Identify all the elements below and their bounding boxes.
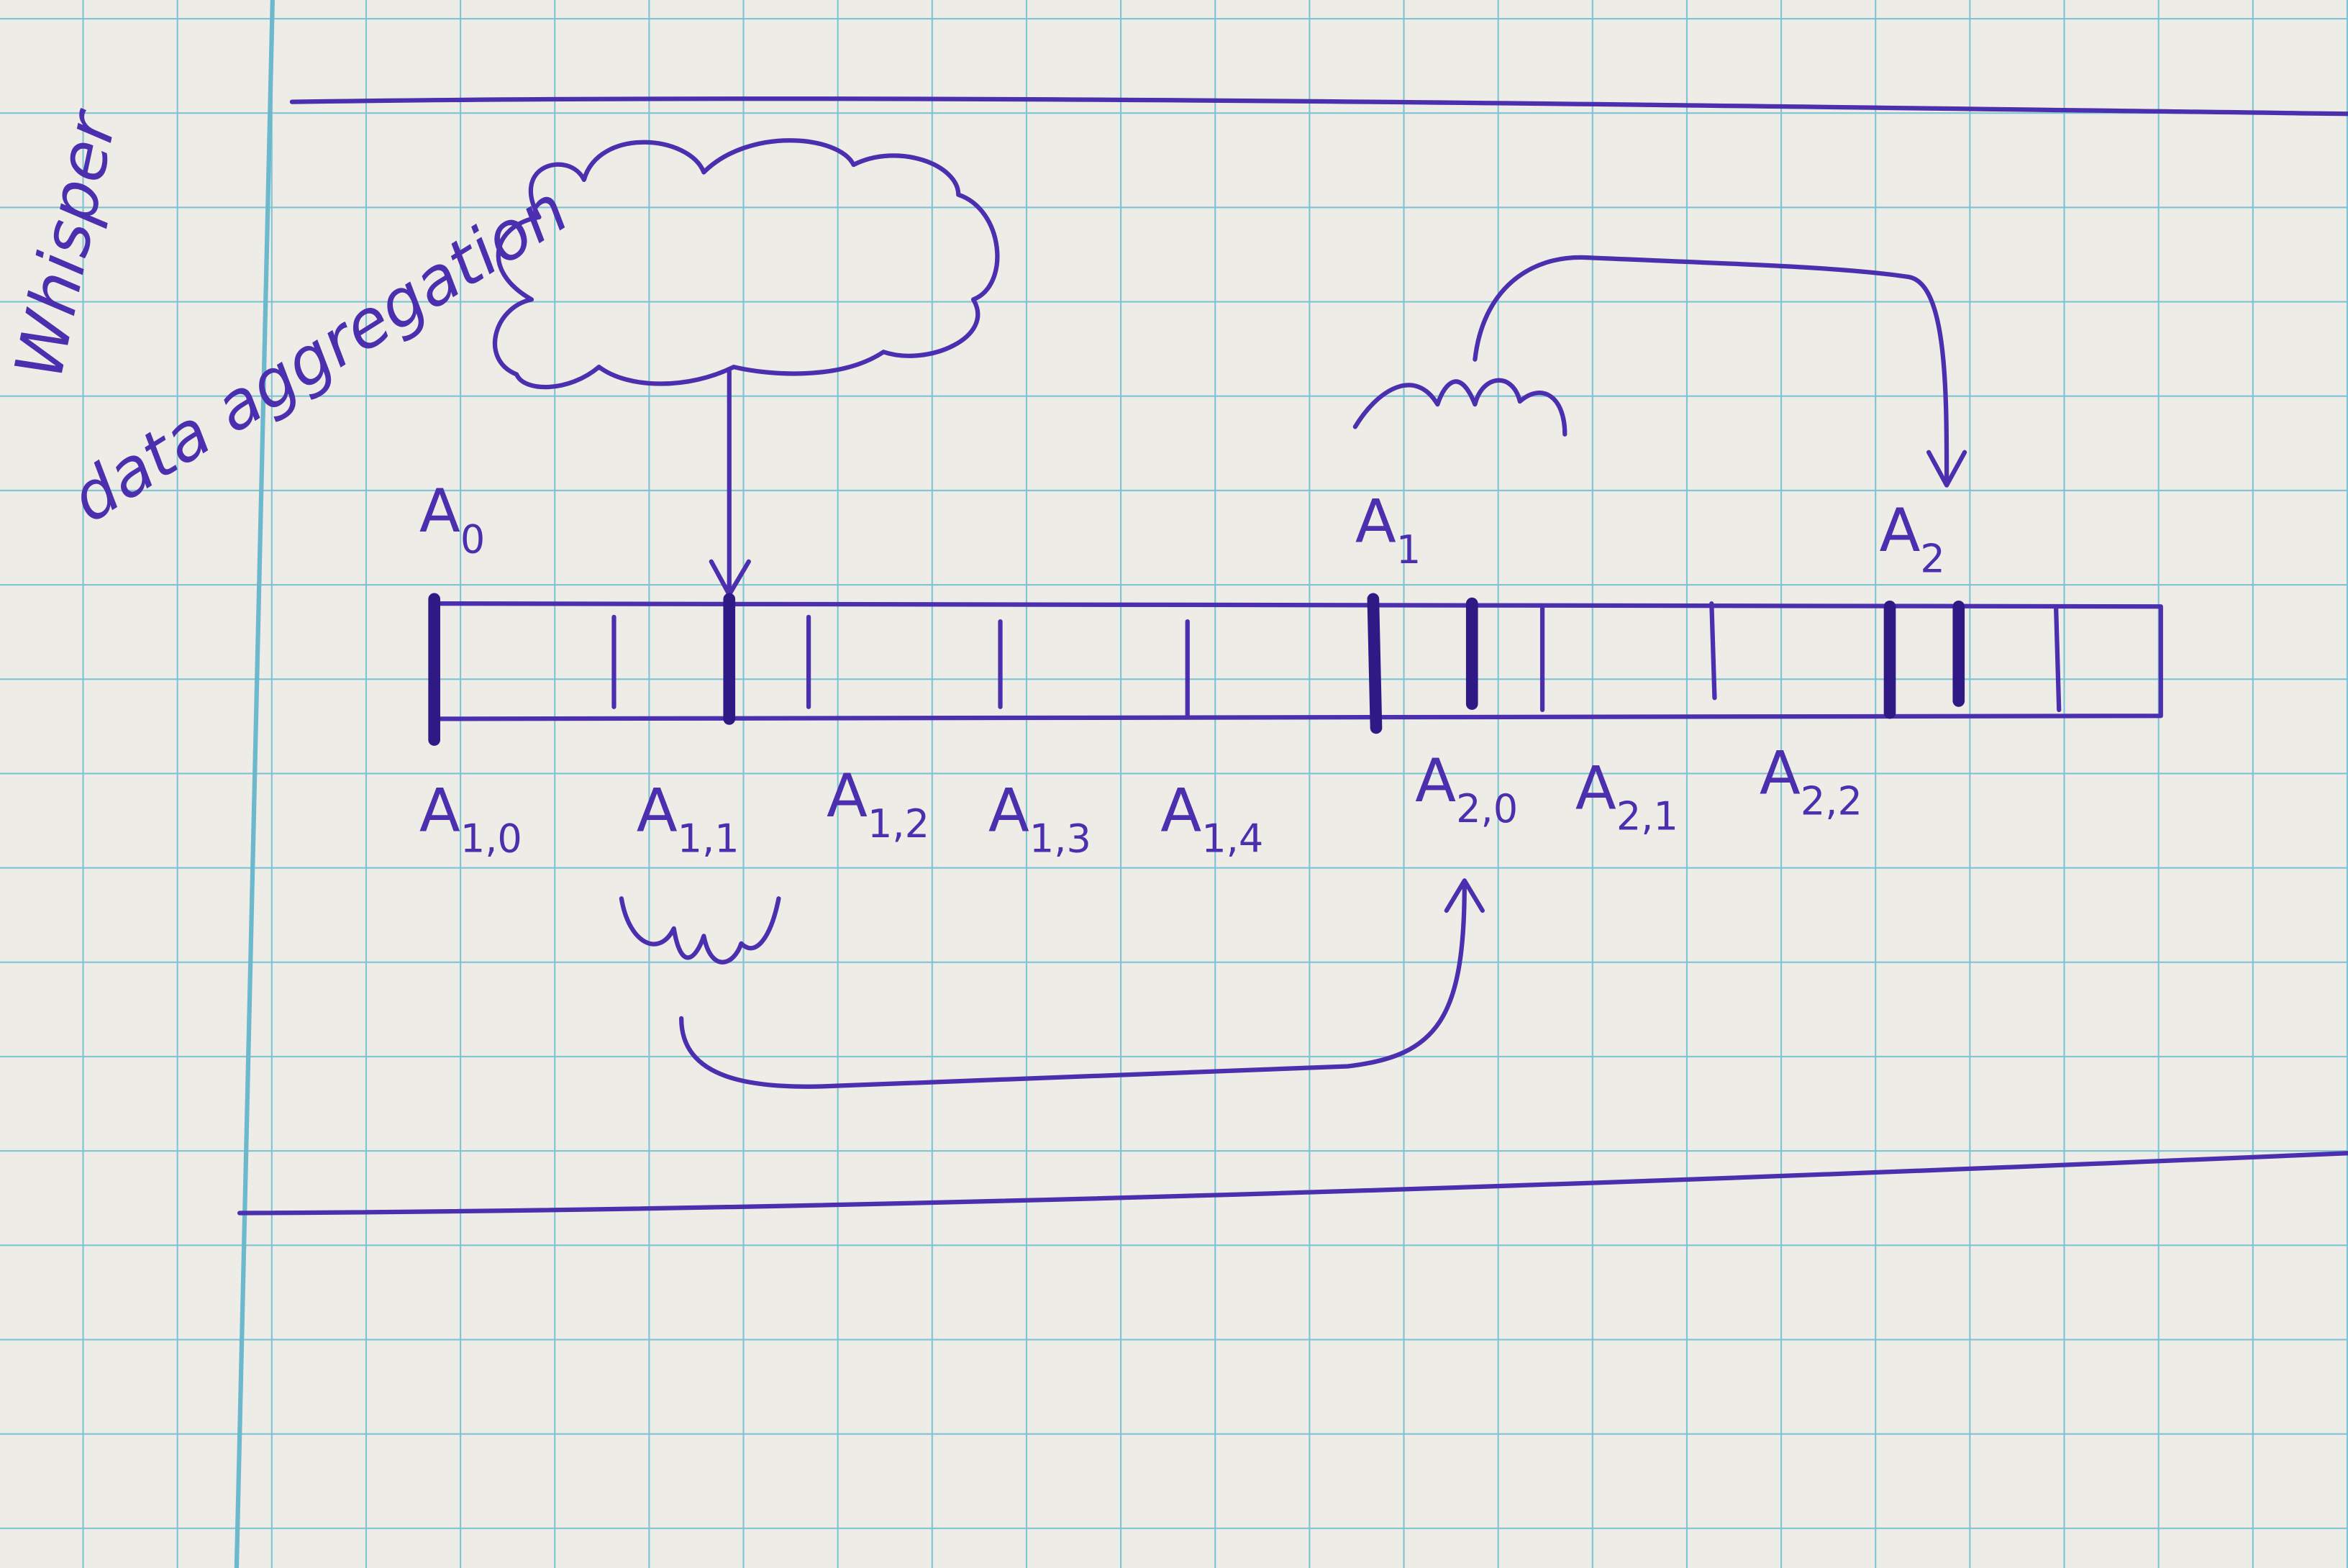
cell-label: A1,0 xyxy=(419,776,522,862)
cell-label: A1,1 xyxy=(637,776,740,862)
cell-label-sub: 2,0 xyxy=(1456,786,1518,831)
cell-label-base: A xyxy=(1575,753,1616,823)
cell-label-sub: 1,1 xyxy=(678,816,740,862)
cell-label-base: A xyxy=(827,761,868,831)
marker-label-sub: 1 xyxy=(1396,527,1421,573)
cell-label-base: A xyxy=(637,776,678,846)
marker-label: A1 xyxy=(1355,487,1421,573)
cloud xyxy=(493,138,1000,390)
marker-label-sub: 2 xyxy=(1920,536,1944,581)
squiggle-top xyxy=(1352,378,1567,437)
cell-label-base: A xyxy=(988,776,1029,846)
cell-label-sub: 1,3 xyxy=(1029,816,1091,862)
top-rule xyxy=(289,96,2348,117)
divider xyxy=(2053,604,2062,713)
marker-label: A2 xyxy=(1879,496,1944,581)
cell-label-base: A xyxy=(1760,739,1801,808)
squiggle-bottom xyxy=(619,896,781,965)
cell-label: A2,1 xyxy=(1575,753,1678,839)
bottom-rule xyxy=(237,1151,2348,1216)
cell-label-base: A xyxy=(1415,746,1456,816)
marker-label-base: A xyxy=(1879,496,1920,565)
marker-label-base: A xyxy=(419,476,460,546)
margin-line xyxy=(234,0,275,1568)
divider xyxy=(1367,593,1383,734)
arrow-a1-a2 xyxy=(1473,255,1967,488)
cell-label: A1,4 xyxy=(1160,776,1263,862)
cell-label-sub: 2,1 xyxy=(1616,793,1678,839)
cell-label-base: A xyxy=(419,776,460,846)
divider xyxy=(1709,601,1717,701)
dividers xyxy=(428,593,2062,746)
cell-label: A1,2 xyxy=(827,761,929,847)
cell-label-sub: 2,2 xyxy=(1801,779,1862,824)
cell-label-base: A xyxy=(1160,776,1201,846)
arrow-a11-a20 xyxy=(679,878,1485,1089)
cell-label: A2,2 xyxy=(1760,739,1862,824)
cell-label-sub: 1,0 xyxy=(460,816,522,862)
marker-label-sub: 0 xyxy=(460,516,485,562)
marker-label: A0 xyxy=(419,476,485,562)
marker-label-base: A xyxy=(1355,487,1396,557)
cell-label: A1,3 xyxy=(988,776,1091,862)
cell-label: A2,0 xyxy=(1415,746,1518,831)
cell-label-sub: 1,4 xyxy=(1201,816,1263,862)
cell-label-sub: 1,2 xyxy=(868,801,929,847)
